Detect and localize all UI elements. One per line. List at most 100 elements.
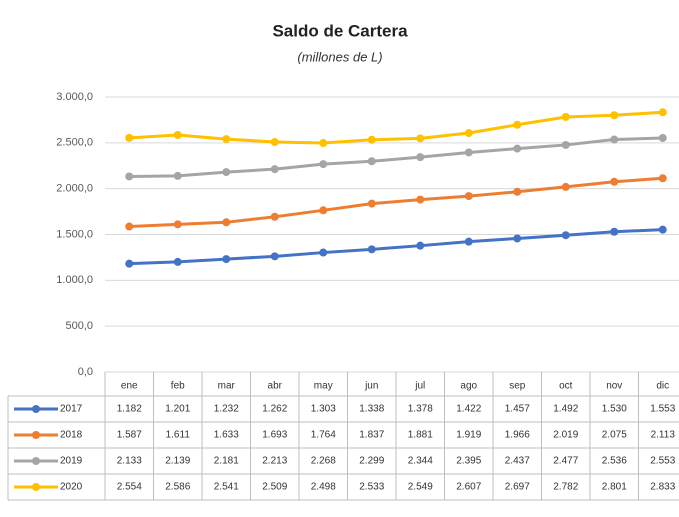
data-label: 2.113 — [651, 430, 676, 441]
data-point — [513, 234, 522, 243]
data-point — [513, 144, 522, 153]
data-label: 2.498 — [311, 482, 336, 493]
data-label: 2.554 — [117, 482, 142, 493]
data-label: 1.201 — [165, 404, 190, 415]
data-label: 2.395 — [456, 456, 481, 467]
data-label: 1.881 — [408, 430, 433, 441]
x-tick-label: abr — [268, 381, 283, 392]
data-point — [464, 192, 473, 201]
data-label: 2.344 — [408, 456, 433, 467]
data-point — [561, 140, 570, 149]
data-label: 2.541 — [214, 482, 239, 493]
data-point — [173, 171, 182, 180]
data-point — [125, 259, 134, 268]
data-point — [416, 134, 425, 143]
data-label: 1.919 — [456, 430, 481, 441]
data-point — [173, 130, 182, 139]
data-point — [658, 108, 667, 117]
legend-marker — [32, 405, 40, 413]
data-point — [173, 220, 182, 229]
data-label: 2.586 — [165, 482, 190, 493]
legend-label: 2019 — [60, 456, 83, 467]
data-point — [610, 227, 619, 236]
data-point — [270, 252, 279, 261]
data-label: 1.966 — [505, 430, 530, 441]
x-tick-label: ago — [460, 381, 477, 392]
data-label: 2.549 — [408, 482, 433, 493]
data-point — [416, 195, 425, 204]
data-point — [513, 187, 522, 196]
series-line — [129, 110, 663, 145]
data-label: 1.182 — [117, 404, 142, 415]
legend-marker — [32, 431, 40, 439]
y-tick-label: 500,0 — [65, 320, 93, 332]
data-point — [513, 120, 522, 129]
data-point — [367, 135, 376, 144]
data-label: 2.536 — [602, 456, 627, 467]
data-point — [222, 168, 231, 177]
legend-label: 2017 — [60, 404, 83, 415]
data-point — [319, 206, 328, 215]
data-point — [658, 133, 667, 142]
data-label: 2.553 — [650, 456, 675, 467]
data-point — [658, 174, 667, 183]
data-point — [319, 160, 328, 169]
data-label: 2.833 — [650, 482, 675, 493]
data-label: 2.181 — [214, 456, 239, 467]
data-label: 1.764 — [311, 430, 336, 441]
data-label: 2.533 — [359, 482, 384, 493]
data-point — [658, 225, 667, 234]
data-point — [561, 231, 570, 240]
series-line — [129, 176, 663, 229]
data-label: 2.697 — [505, 482, 530, 493]
data-label: 1.587 — [117, 430, 142, 441]
data-point — [367, 245, 376, 254]
x-tick-label: oct — [559, 381, 573, 392]
data-label: 2.437 — [505, 456, 530, 467]
data-label: 1.262 — [262, 404, 287, 415]
legend-marker — [32, 483, 40, 491]
data-point — [610, 135, 619, 144]
x-tick-label: nov — [606, 381, 622, 392]
y-tick-label: 1.500,0 — [56, 228, 93, 240]
data-point — [319, 139, 328, 148]
data-label: 2.477 — [553, 456, 578, 467]
data-label: 1.553 — [650, 404, 675, 415]
y-tick-label: 2.000,0 — [56, 183, 93, 195]
data-point — [319, 248, 328, 257]
data-label: 2.509 — [262, 482, 287, 493]
data-label: 2.075 — [602, 430, 627, 441]
data-label: 2.133 — [117, 456, 142, 467]
data-label: 1.303 — [311, 404, 336, 415]
data-label: 1.693 — [262, 430, 287, 441]
x-tick-label: may — [314, 381, 333, 392]
data-label: 1.422 — [456, 404, 481, 415]
data-label: 1.232 — [214, 404, 239, 415]
data-label: 1.338 — [359, 404, 384, 415]
x-tick-label: ene — [121, 381, 138, 392]
data-label: 2.213 — [262, 456, 287, 467]
data-point — [367, 199, 376, 208]
data-label: 1.633 — [214, 430, 239, 441]
data-point — [222, 135, 231, 144]
data-point — [270, 165, 279, 174]
legend-label: 2020 — [60, 482, 83, 493]
data-label: 2.019 — [553, 430, 578, 441]
data-point — [464, 129, 473, 138]
x-tick-label: jun — [364, 381, 378, 392]
data-point — [270, 212, 279, 221]
data-point — [416, 241, 425, 250]
x-tick-label: feb — [171, 381, 185, 392]
data-label: 1.530 — [602, 404, 627, 415]
series-line — [129, 136, 663, 178]
x-tick-label: jul — [414, 381, 425, 392]
data-label: 1.837 — [359, 430, 384, 441]
data-label: 2.607 — [456, 482, 481, 493]
data-label: 2.801 — [602, 482, 627, 493]
chart-subtitle: (millones de L) — [297, 49, 382, 64]
y-tick-label: 0,0 — [78, 366, 93, 378]
data-label: 2.299 — [359, 456, 384, 467]
data-point — [561, 112, 570, 121]
x-tick-label: mar — [218, 381, 236, 392]
y-tick-label: 1.000,0 — [56, 274, 93, 286]
